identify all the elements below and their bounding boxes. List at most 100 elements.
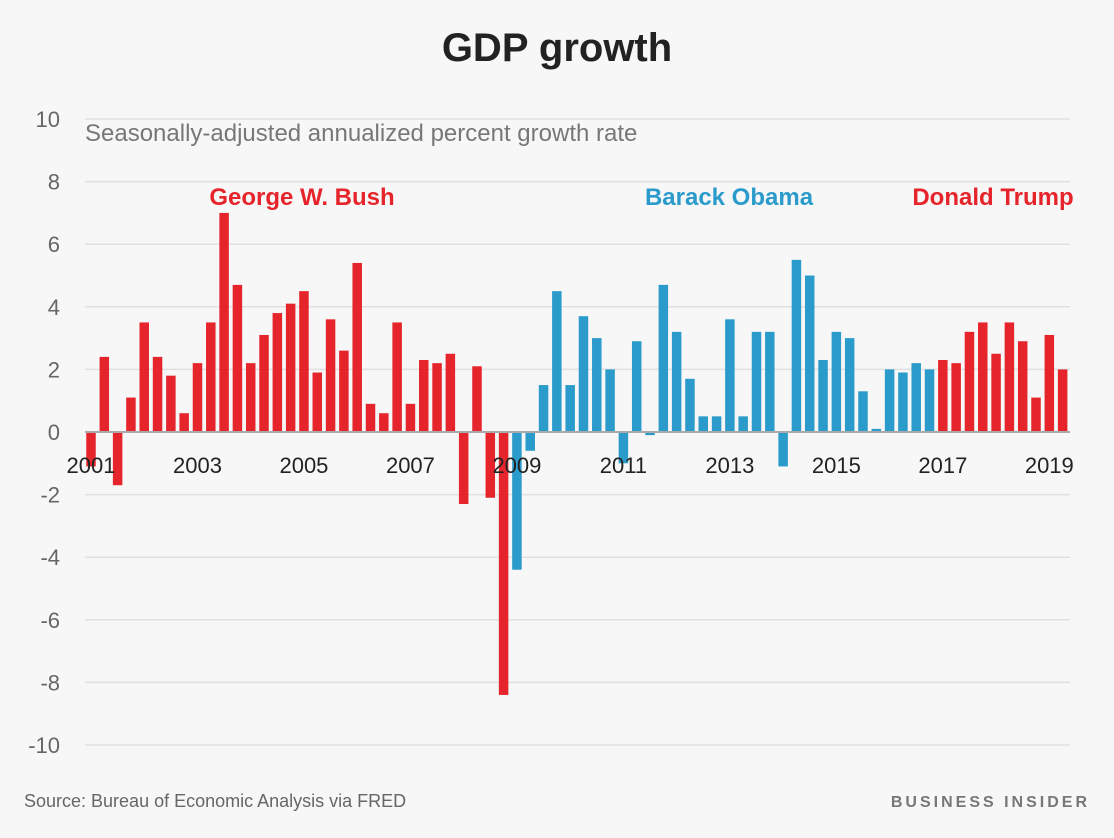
bar [725, 319, 735, 432]
y-tick-label: -2 [40, 483, 60, 508]
bar [1044, 334, 1055, 432]
x-tick-label: 2005 [279, 453, 328, 478]
bar [1004, 322, 1015, 432]
y-tick-label: -6 [40, 608, 60, 633]
bar [112, 432, 123, 486]
bar [285, 303, 296, 432]
bar [924, 369, 935, 432]
bar [445, 353, 456, 432]
brand-logo: BUSINESS INSIDER [890, 794, 1090, 811]
source-note: Source: Bureau of Economic Analysis via … [24, 791, 407, 811]
y-tick-label: -10 [28, 733, 60, 758]
series-label: Barack Obama [645, 184, 814, 211]
bar [685, 378, 695, 432]
bar [711, 416, 722, 432]
bar [804, 275, 815, 432]
bar [565, 385, 575, 432]
bar [938, 360, 948, 432]
bar [392, 322, 402, 432]
bar [1057, 369, 1068, 432]
x-tick-label: 2019 [1025, 453, 1074, 478]
bar [605, 369, 615, 432]
series-label: Donald Trump [912, 184, 1073, 211]
bar [658, 284, 669, 432]
x-tick-label: 2001 [67, 453, 116, 478]
bar [192, 363, 203, 432]
bar [898, 372, 908, 432]
y-tick-label: 2 [48, 357, 60, 382]
bar [765, 331, 775, 432]
bar [232, 284, 243, 432]
x-tick-label: 2011 [600, 453, 647, 478]
bar [352, 262, 362, 432]
bar [791, 259, 802, 432]
bar [578, 316, 589, 432]
bar [512, 432, 522, 570]
bar [245, 363, 256, 432]
x-tick-label: 2009 [492, 453, 541, 478]
bar [272, 313, 283, 432]
bar [778, 432, 788, 467]
bar [831, 331, 842, 432]
bar [991, 353, 1001, 432]
x-tick-label: 2013 [705, 453, 754, 478]
bar [698, 416, 709, 432]
bar [166, 375, 176, 432]
bar [379, 413, 389, 432]
bar [179, 413, 189, 432]
bar [552, 291, 562, 432]
y-tick-label: 6 [48, 232, 60, 257]
y-tick-label: 8 [48, 170, 60, 195]
bar [99, 356, 110, 432]
y-tick-label: -8 [40, 670, 60, 695]
bar [299, 291, 309, 432]
bar [259, 334, 269, 432]
y-tick-label: 4 [48, 295, 60, 320]
x-tick-label: 2007 [386, 453, 435, 478]
bar [751, 331, 762, 432]
bar [951, 363, 961, 432]
chart-subtitle: Seasonally-adjusted annualized percent g… [85, 120, 637, 147]
chart-title: GDP growth [441, 26, 673, 70]
bar [964, 331, 975, 432]
x-tick-label: 2003 [173, 453, 222, 478]
y-tick-label: -4 [40, 545, 60, 570]
bar [858, 391, 868, 432]
bar [339, 350, 349, 432]
bar [472, 366, 482, 432]
x-tick-label: 2015 [812, 453, 861, 478]
bar [152, 356, 163, 432]
bar [645, 432, 655, 436]
bar [592, 338, 602, 432]
bar [871, 428, 882, 432]
bar [325, 319, 336, 432]
bar [884, 369, 895, 432]
bar [618, 432, 629, 464]
bar [419, 360, 429, 432]
bar [432, 363, 442, 432]
bar [405, 403, 416, 432]
bar [498, 432, 509, 695]
bar [631, 341, 642, 432]
bar [911, 363, 921, 432]
y-tick-label: 0 [48, 420, 60, 445]
bar [818, 360, 828, 432]
bar [538, 385, 549, 432]
bar [139, 322, 149, 432]
bar [219, 212, 229, 432]
bar [525, 432, 535, 451]
bar [86, 432, 96, 467]
bar [738, 416, 748, 432]
bar [978, 322, 988, 432]
bar [126, 397, 136, 432]
bar [844, 338, 855, 432]
bar [312, 372, 323, 432]
bar [365, 403, 376, 432]
bar [671, 331, 682, 432]
bar [206, 322, 216, 432]
bar [485, 432, 496, 498]
y-tick-label: 10 [36, 107, 60, 132]
bar [1031, 397, 1041, 432]
series-label: George W. Bush [209, 184, 394, 211]
